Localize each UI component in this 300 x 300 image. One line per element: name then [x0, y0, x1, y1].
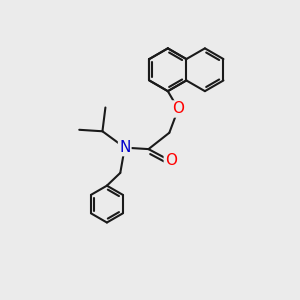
Text: O: O: [172, 101, 184, 116]
Text: N: N: [119, 140, 130, 155]
Text: O: O: [165, 154, 177, 169]
